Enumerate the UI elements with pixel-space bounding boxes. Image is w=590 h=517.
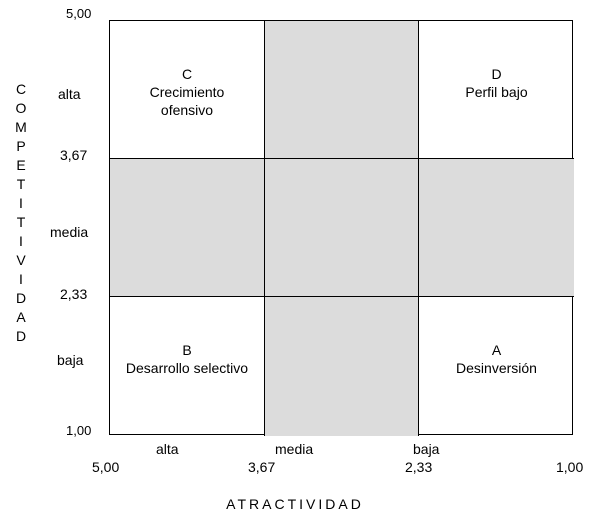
- quadrant-label: A Desinversión: [419, 341, 574, 377]
- matrix-cell-bottom-middle: [265, 297, 419, 436]
- quadrant-letter: A: [491, 342, 502, 358]
- matrix-cell-bottom-left: B Desarrollo selectivo: [110, 297, 265, 436]
- y-axis-title-letter: C: [15, 81, 27, 97]
- y-axis-title-letter: T: [16, 176, 26, 192]
- quadrant-label: C Crecimiento ofensivo: [110, 65, 264, 119]
- x-category-baja: baja: [413, 441, 440, 457]
- quadrant-name-line1: Desinversión: [456, 360, 537, 376]
- y-axis-title-letter: I: [19, 271, 23, 287]
- quadrant-label: B Desarrollo selectivo: [110, 341, 264, 377]
- x-tick-100: 1,00: [556, 459, 584, 475]
- y-axis-title-letter: I: [19, 195, 23, 211]
- y-axis-title-letter: V: [16, 252, 26, 268]
- y-axis-title-letter: D: [15, 328, 27, 344]
- quadrant-name-line2: ofensivo: [160, 102, 214, 118]
- y-axis-title-letter: M: [15, 119, 27, 135]
- y-tick-500: 5,00: [66, 6, 92, 21]
- quadrant-letter: B: [182, 342, 192, 358]
- x-category-media: media: [275, 441, 314, 457]
- x-tick-367: 3,67: [248, 459, 276, 475]
- y-axis-title-letter: O: [15, 100, 27, 116]
- x-tick-233: 2,33: [405, 459, 433, 475]
- quadrant-name-line1: Crecimiento: [149, 84, 225, 100]
- y-axis-title-letter: D: [15, 290, 27, 306]
- matrix-grid: C Crecimiento ofensivo D Perfil bajo B Desarro…: [109, 20, 574, 436]
- y-axis-title-letter: T: [16, 214, 26, 230]
- y-category-alta: alta: [58, 86, 81, 102]
- y-category-baja: baja: [57, 352, 84, 368]
- quadrant-letter: C: [181, 66, 193, 82]
- y-axis-title-letter: E: [16, 157, 26, 173]
- quadrant-label: D Perfil bajo: [419, 65, 574, 101]
- x-axis-title: ATRACTIVIDAD: [226, 496, 364, 512]
- y-axis-title-letter: A: [16, 309, 26, 325]
- y-tick-367: 3,67: [60, 147, 88, 163]
- y-tick-233: 2,33: [60, 286, 88, 302]
- y-tick-100: 1,00: [66, 423, 92, 438]
- matrix-cell-top-middle: [265, 21, 419, 159]
- x-tick-500: 5,00: [92, 459, 120, 475]
- matrix-cell-center: [265, 159, 419, 297]
- y-category-media: media: [50, 224, 89, 240]
- matrix-cell-middle-left: [110, 159, 265, 297]
- matrix-cell-bottom-right: A Desinversión: [419, 297, 574, 436]
- x-category-alta: alta: [156, 441, 179, 457]
- y-axis-title-letter: P: [16, 138, 26, 154]
- y-axis-title-letter: I: [19, 233, 23, 249]
- matrix-cell-top-left: C Crecimiento ofensivo: [110, 21, 265, 159]
- quadrant-letter: D: [491, 66, 502, 82]
- matrix-cell-middle-right: [419, 159, 574, 297]
- quadrant-name-line1: Perfil bajo: [465, 84, 528, 100]
- matrix-cell-top-right: D Perfil bajo: [419, 21, 574, 159]
- quadrant-name-line1: Desarrollo selectivo: [125, 360, 249, 376]
